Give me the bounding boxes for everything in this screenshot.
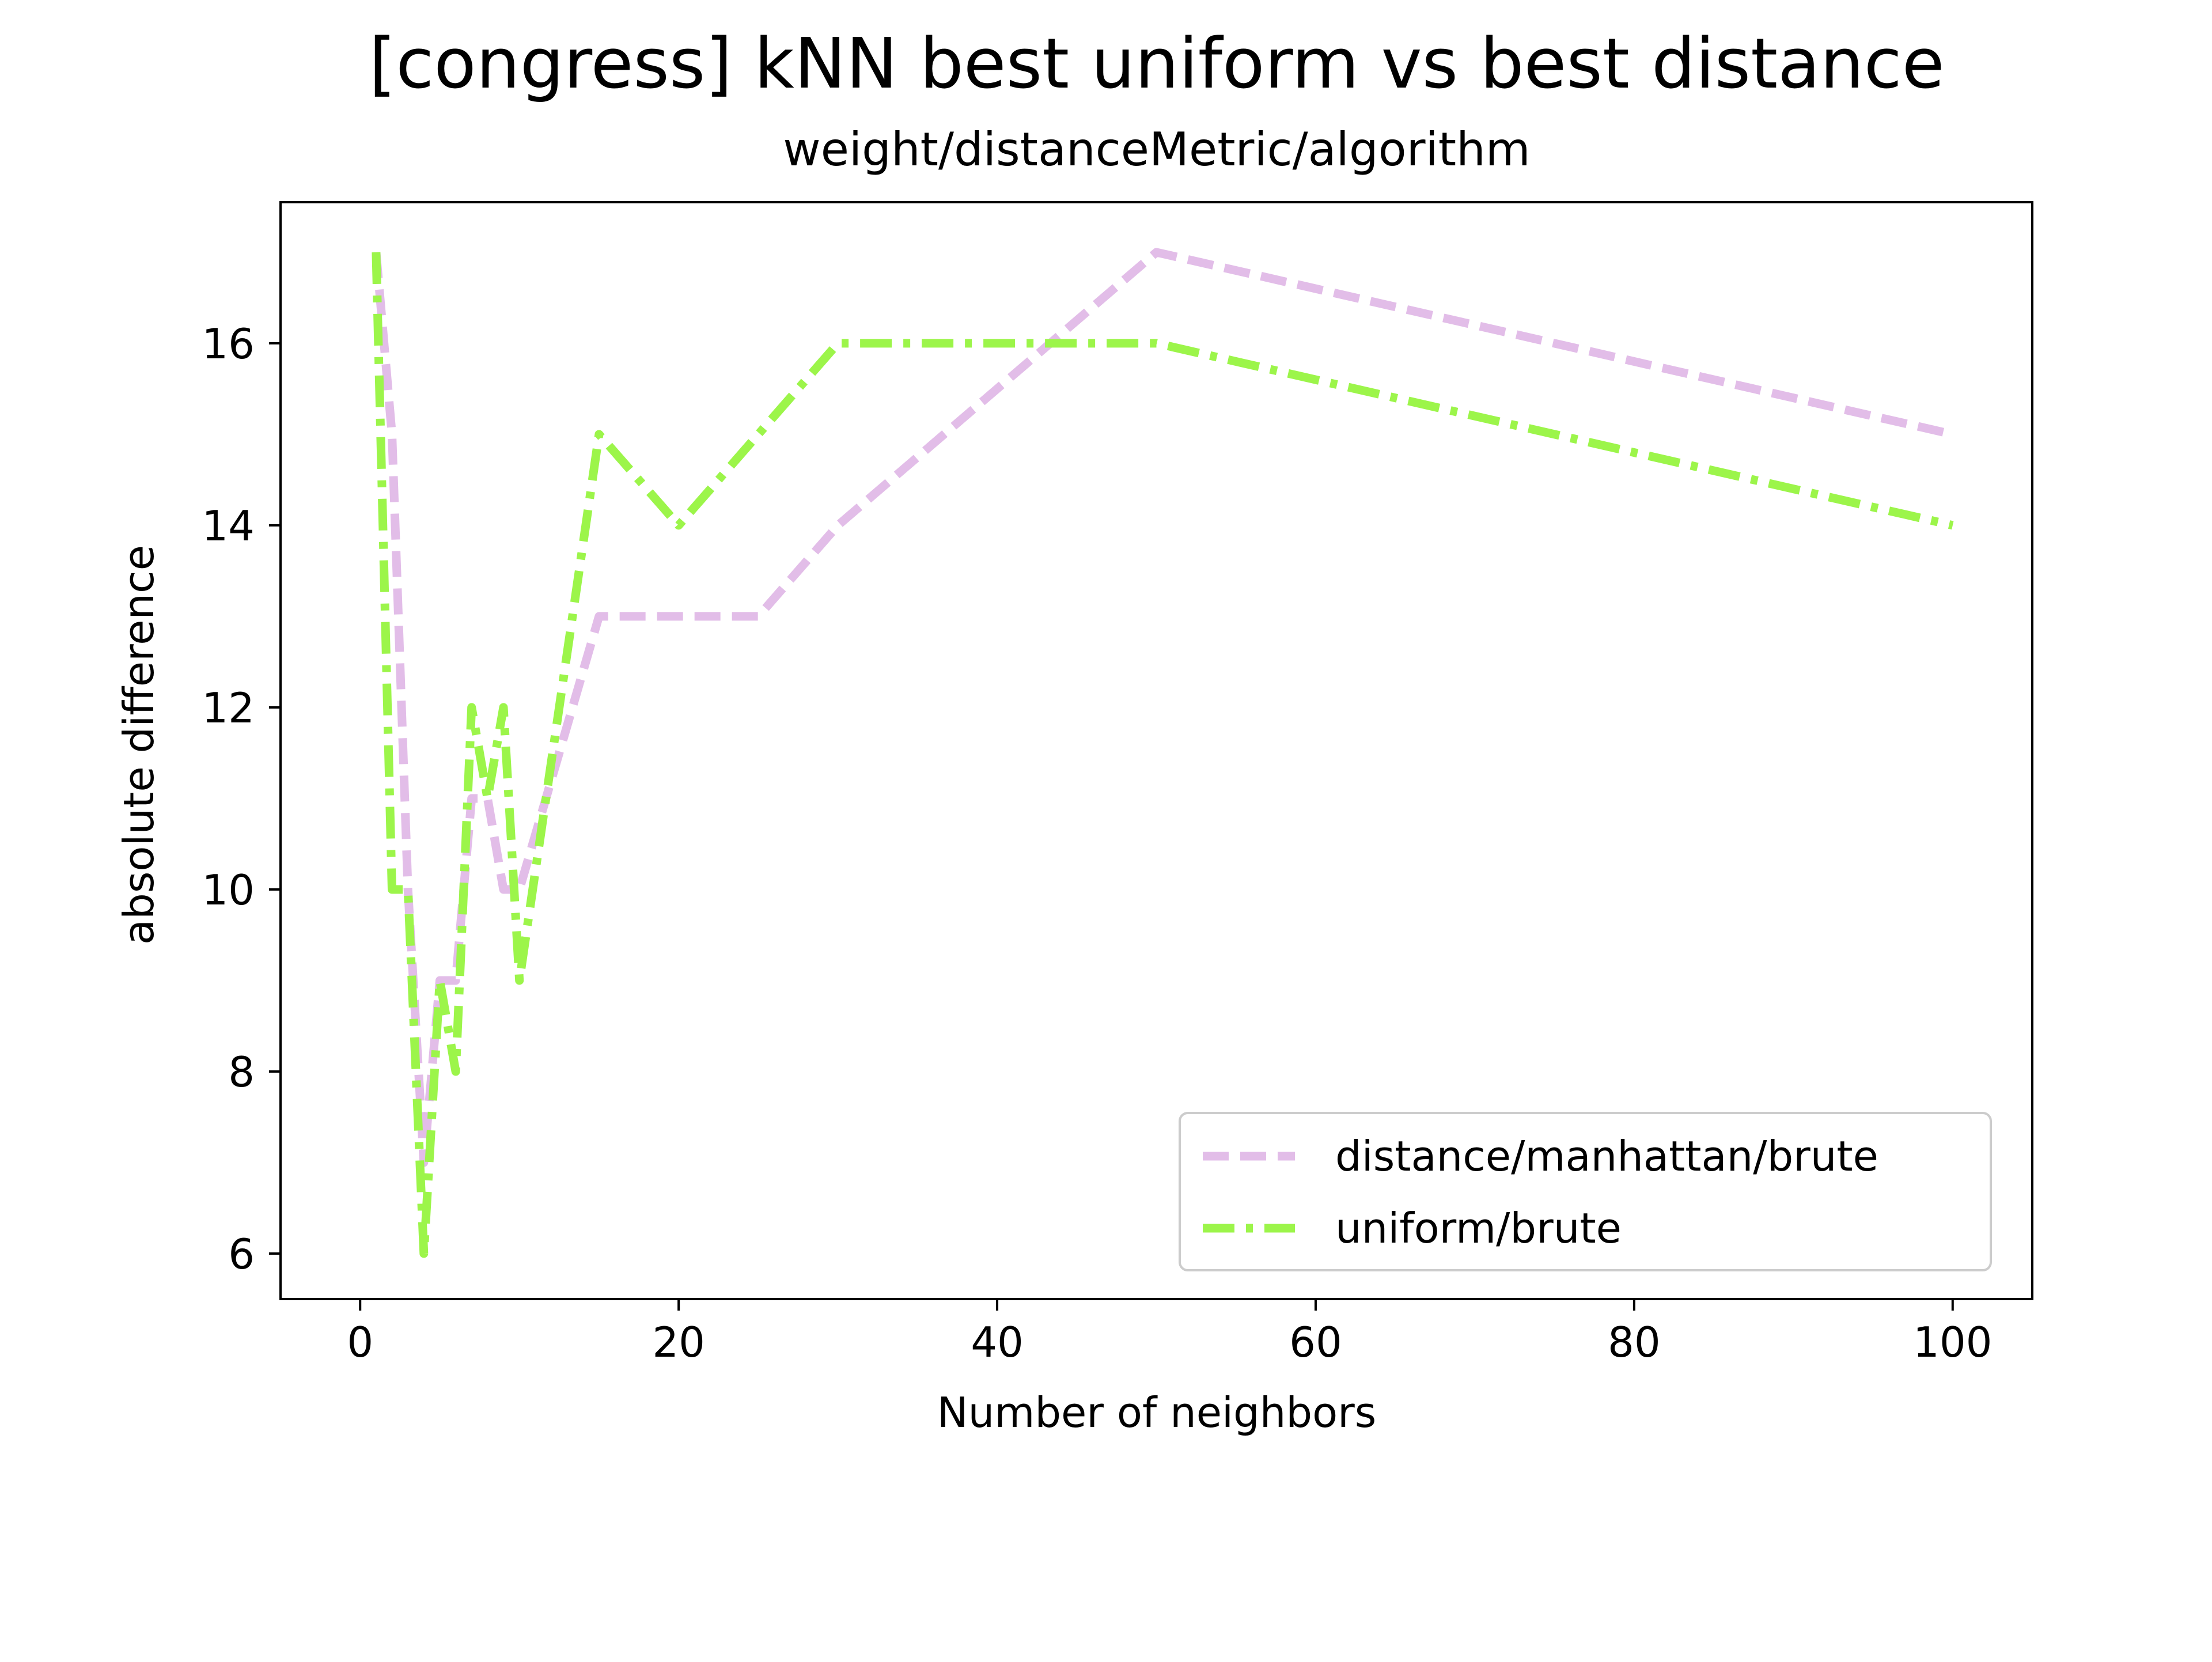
y-tick-label: 14	[202, 502, 255, 550]
legend-box	[1179, 1112, 1992, 1271]
chart-subtitle: weight/distanceMetric/algorithm	[783, 123, 1530, 176]
y-tick-label: 12	[202, 684, 255, 732]
y-axis-label: absolute difference	[115, 545, 163, 945]
plot-area: 0 20 40 60 80 100 6 8 10 12 14 16	[202, 201, 2033, 1366]
y-tick-label: 6	[228, 1230, 255, 1278]
chart-title: [congress] kNN best uniform vs best dist…	[369, 24, 1944, 104]
legend-label-1: distance/manhattan/brute	[1335, 1132, 1878, 1180]
y-tick-label: 8	[228, 1048, 255, 1096]
y-tick-label: 16	[202, 320, 255, 368]
legend-label-2: uniform/brute	[1335, 1204, 1622, 1252]
series-line-1	[372, 248, 1954, 1167]
series-line-2	[372, 252, 1954, 1258]
x-axis-label: Number of neighbors	[937, 1388, 1377, 1437]
x-tick-label: 80	[1608, 1318, 1661, 1366]
x-tick-label: 100	[1913, 1318, 1992, 1366]
x-tick-label: 0	[347, 1318, 373, 1366]
x-tick-label: 60	[1289, 1318, 1342, 1366]
plot-frame	[279, 201, 2033, 1300]
x-tick-label: 40	[971, 1318, 1024, 1366]
y-tick-label: 10	[202, 866, 255, 914]
legend: distance/manhattan/brute uniform/brute	[1179, 1112, 1992, 1271]
x-tick-label: 20	[652, 1318, 705, 1366]
